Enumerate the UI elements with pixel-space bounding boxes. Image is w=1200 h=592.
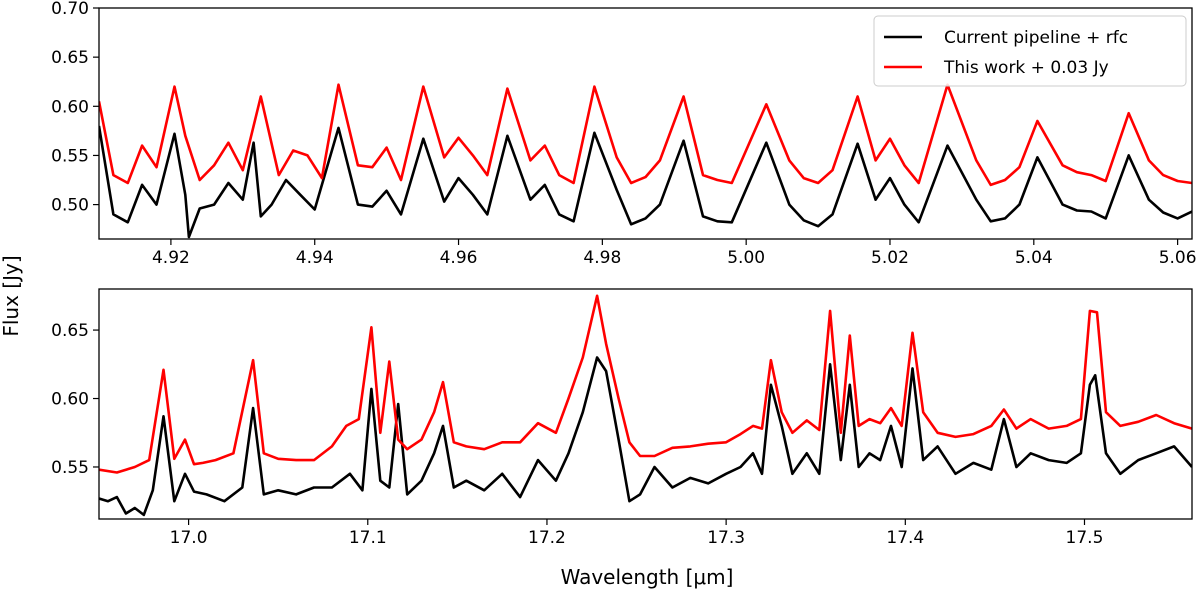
y-tick-label-panel-1: 0.55 (51, 146, 89, 166)
series-line-current-pipeline-panel-1 (99, 125, 1192, 239)
x-tick-label-panel-1: 5.04 (1015, 248, 1053, 268)
y-tick-label-panel-2: 0.65 (51, 321, 89, 341)
y-tick-label-panel-1: 0.60 (51, 97, 89, 117)
y-tick-label-panel-1: 0.50 (51, 196, 89, 216)
x-tick-label-panel-2: 17.1 (349, 528, 387, 548)
plot-frame-panel-2 (98, 288, 1193, 520)
plot-frame-panel-1 (98, 7, 1193, 240)
series-line-this-work-panel-2 (99, 294, 1192, 474)
x-tick-label-panel-1: 4.92 (152, 248, 190, 268)
x-tick-label-panel-1: 5.02 (871, 248, 909, 268)
x-axis-label: Wavelength [μm] (561, 565, 734, 589)
x-tick-label-panel-2: 17.2 (528, 528, 566, 548)
y-tick-label-panel-1: 0.65 (51, 48, 89, 68)
lower-panel: 17.0 17.1 17.2 17.3 17.4 17.5 0.55 0.60 0.65 (51, 288, 1193, 548)
legend: Current pipeline + rfc This work + 0.03 … (873, 15, 1187, 87)
y-tick-label-panel-2: 0.55 (51, 458, 89, 478)
x-tick-label-panel-1: 4.94 (296, 248, 334, 268)
x-tick-label-panel-1: 5.00 (727, 248, 765, 268)
x-tick-label-panel-1: 5.06 (1159, 248, 1197, 268)
x-tick-label-panel-2: 17.3 (707, 528, 745, 548)
series-line-current-pipeline-panel-2 (99, 356, 1192, 517)
x-tick-label-panel-2: 17.5 (1066, 528, 1104, 548)
x-tick-label-panel-2: 17.0 (170, 528, 208, 548)
x-tick-label-panel-2: 17.4 (886, 528, 924, 548)
y-tick-label-panel-1: 0.70 (51, 0, 89, 19)
legend-label-current-pipeline: Current pipeline + rfc (944, 28, 1128, 48)
y-tick-label-panel-2: 0.60 (51, 390, 89, 410)
legend-label-this-work: This work + 0.03 Jy (943, 58, 1109, 78)
series-line-this-work-panel-1 (99, 83, 1192, 187)
x-tick-label-panel-1: 4.98 (583, 248, 621, 268)
x-tick-label-panel-1: 4.96 (440, 248, 478, 268)
legend-box (873, 15, 1187, 87)
upper-panel: 4.92 4.94 4.96 4.98 5.00 5.02 5.04 5.06 0.50 0.55… (51, 0, 1196, 268)
y-axis-label: Flux [Jy] (0, 255, 23, 336)
